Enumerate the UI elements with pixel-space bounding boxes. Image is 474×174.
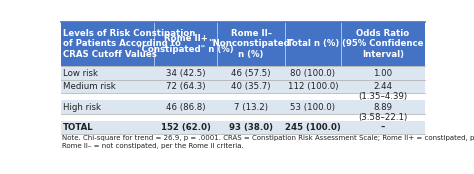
- Text: 8.89: 8.89: [374, 102, 392, 112]
- Text: Odds Ratio
(95% Confidence
Interval): Odds Ratio (95% Confidence Interval): [342, 29, 424, 59]
- Text: Total n (%): Total n (%): [287, 39, 339, 49]
- Text: (1.35–4.39): (1.35–4.39): [358, 92, 408, 101]
- Text: Medium risk: Medium risk: [64, 82, 116, 91]
- Text: 34 (42.5): 34 (42.5): [166, 69, 205, 78]
- Text: 72 (64.3): 72 (64.3): [166, 82, 205, 91]
- Bar: [61, 93, 425, 100]
- Text: 53 (100.0): 53 (100.0): [291, 102, 336, 112]
- Bar: [61, 114, 425, 121]
- Text: Low risk: Low risk: [64, 69, 98, 78]
- Bar: [61, 80, 425, 93]
- Text: 40 (35.7): 40 (35.7): [231, 82, 271, 91]
- Text: 46 (57.5): 46 (57.5): [231, 69, 271, 78]
- Text: 2.44: 2.44: [374, 82, 392, 91]
- Bar: [61, 100, 425, 114]
- Text: 7 (13.2): 7 (13.2): [234, 102, 268, 112]
- Text: 80 (100.0): 80 (100.0): [291, 69, 336, 78]
- Text: (3.58–22.1): (3.58–22.1): [358, 113, 408, 122]
- Text: 93 (38.0): 93 (38.0): [229, 123, 273, 132]
- Text: 112 (100.0): 112 (100.0): [288, 82, 338, 91]
- Text: 1.00: 1.00: [374, 69, 392, 78]
- Text: 46 (86.8): 46 (86.8): [166, 102, 205, 112]
- Text: 245 (100.0): 245 (100.0): [285, 123, 341, 132]
- Text: Rome II+
"Constipated" n (%): Rome II+ "Constipated" n (%): [137, 34, 234, 54]
- Text: Rome II–
"Nonconstipated"
n (%): Rome II– "Nonconstipated" n (%): [208, 29, 294, 59]
- Text: Note. Chi-square for trend = 26.9, p = .0001. CRAS = Constipation Risk Assessmen: Note. Chi-square for trend = 26.9, p = .…: [62, 135, 474, 149]
- Bar: [61, 22, 425, 66]
- Text: 152 (62.0): 152 (62.0): [161, 123, 210, 132]
- Bar: [61, 121, 425, 134]
- Text: Levels of Risk Constipation
of Patients According to
CRAS Cutoff Values: Levels of Risk Constipation of Patients …: [64, 29, 196, 59]
- Text: –: –: [381, 123, 385, 132]
- Text: High risk: High risk: [64, 102, 101, 112]
- Bar: [61, 66, 425, 80]
- Text: TOTAL: TOTAL: [64, 123, 94, 132]
